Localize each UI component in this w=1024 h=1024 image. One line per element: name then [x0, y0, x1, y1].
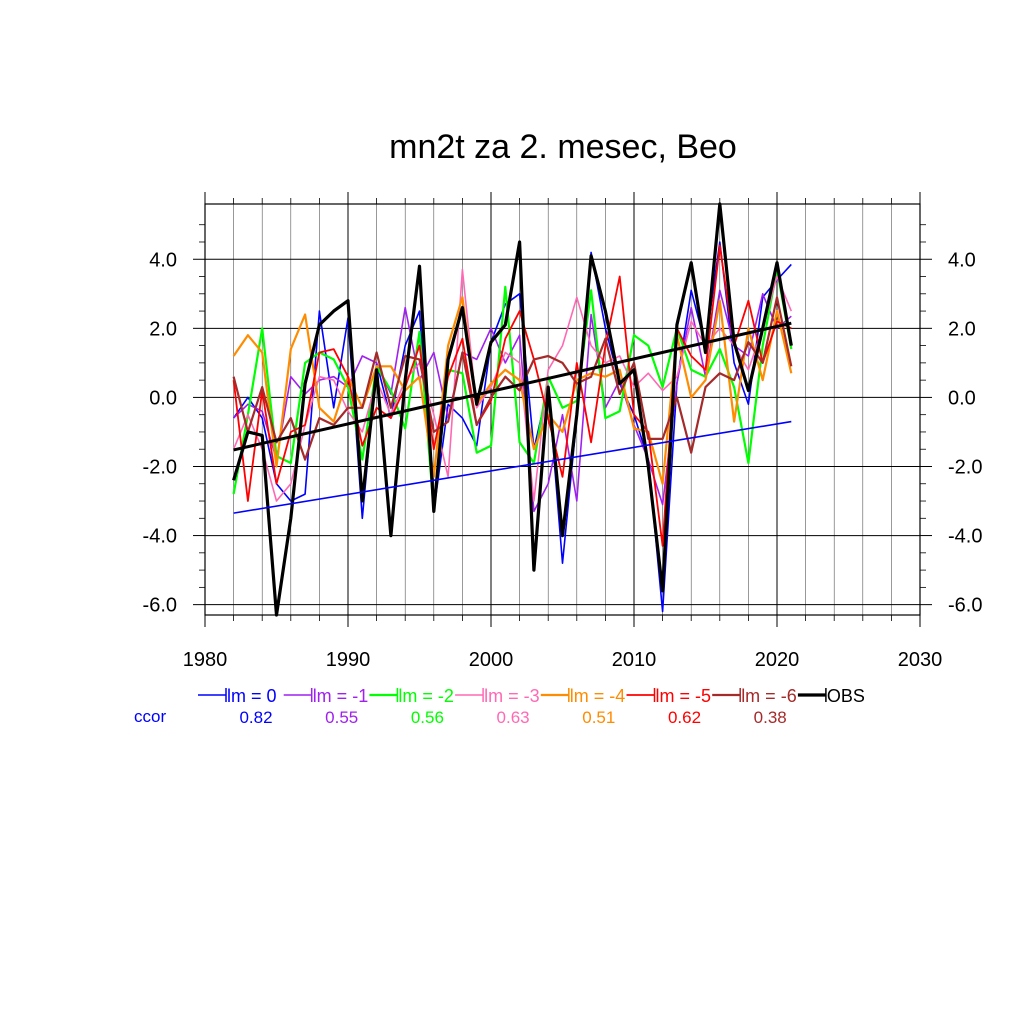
- legend-label: lm = -5: [656, 686, 712, 706]
- y-tick-label: 4.0: [149, 249, 177, 271]
- legend-label: lm = -4: [570, 686, 626, 706]
- y-tick-label: -2.0: [143, 456, 177, 478]
- x-tick-label: 2020: [755, 649, 800, 671]
- legend-label: lm = -2: [398, 686, 454, 706]
- chart-title: mn2t za 2. mesec, Beo: [389, 128, 737, 166]
- legend-label: lm = 0: [227, 686, 277, 706]
- series-line: [232, 268, 793, 513]
- x-tick-label: 1980: [183, 649, 228, 671]
- y-tick-label-right: -2.0: [948, 456, 982, 478]
- ccor-label: ccor: [134, 707, 166, 726]
- y-tick-label: -6.0: [143, 595, 177, 617]
- trend-line: [233, 321, 792, 452]
- legend-label: lm = -6: [741, 686, 797, 706]
- series-line: [232, 244, 792, 547]
- series-line: [232, 241, 792, 613]
- x-tick-label: 2000: [469, 649, 514, 671]
- ccor-value: 0.62: [668, 708, 701, 727]
- y-tick-label-right: 4.0: [948, 249, 976, 271]
- legend-label: lm = -3: [484, 686, 540, 706]
- series-line: [232, 268, 793, 502]
- legend: lm = 0 0.82 lm = -1 0.55 lm = -2 0.56 lm = -3 0…: [134, 686, 865, 727]
- ccor-value: 0.51: [582, 708, 615, 727]
- series-lines: [232, 202, 793, 617]
- y-tick-label-right: -6.0: [948, 595, 982, 617]
- legend-label: lm = -1: [313, 686, 369, 706]
- trend-line: [233, 420, 792, 514]
- plot-frame: [204, 203, 921, 616]
- x-tick-label: 2010: [612, 649, 657, 671]
- axis-ticks: 1980 1990 2000 2010 2020 2030 -6.0 -6.0 -4.0 -4.0…: [143, 192, 982, 671]
- ccor-value: 0.63: [497, 708, 530, 727]
- y-tick-label: -4.0: [143, 526, 177, 548]
- series-line: [232, 296, 793, 461]
- y-tick-label-right: -4.0: [948, 526, 982, 548]
- series-line: [232, 296, 793, 485]
- legend-label: OBS: [827, 686, 865, 706]
- ccor-value: 0.56: [411, 708, 444, 727]
- x-tick-label: 1990: [326, 649, 371, 671]
- ccor-value: 0.82: [239, 708, 272, 727]
- ccor-value: 0.38: [754, 708, 787, 727]
- y-tick-label-right: 0.0: [948, 387, 976, 409]
- x-tick-label: 2030: [898, 649, 943, 671]
- y-tick-label-right: 2.0: [948, 318, 976, 340]
- y-tick-label: 2.0: [149, 318, 177, 340]
- ccor-value: 0.55: [325, 708, 358, 727]
- series-line: [232, 202, 793, 617]
- y-tick-label: 0.0: [149, 387, 177, 409]
